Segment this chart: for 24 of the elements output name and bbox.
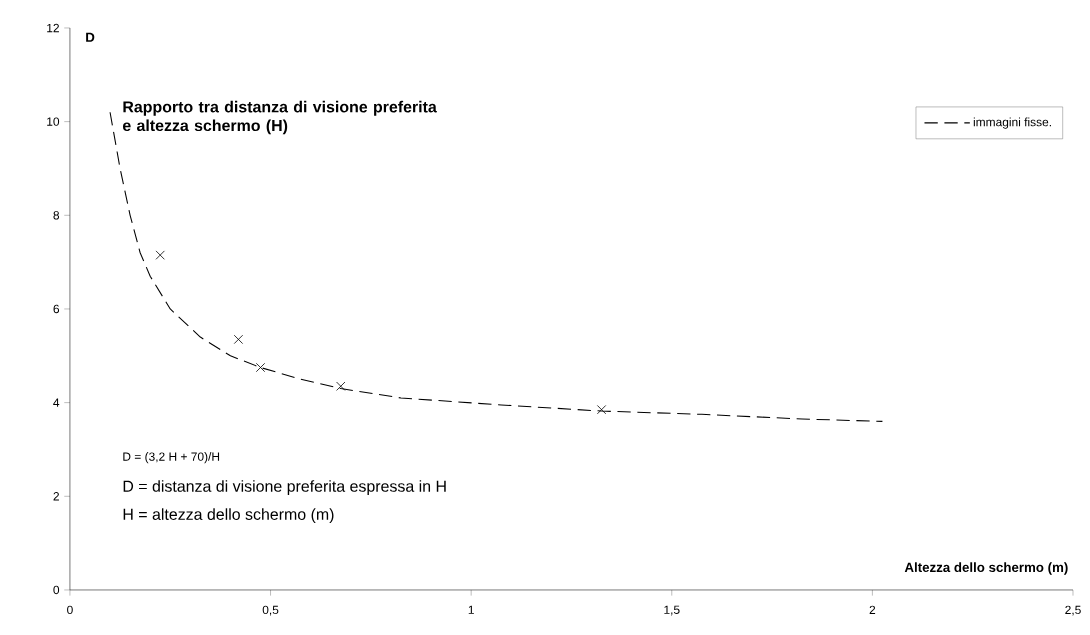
y-tick-label: 6 (53, 304, 60, 314)
y-axis-title: D (86, 32, 95, 42)
y-tick-label: 4 (53, 398, 60, 407)
point (233, 334, 244, 345)
x-tick-label: 2 (869, 605, 876, 615)
y-tick-label: 0 (53, 585, 60, 595)
y-tick-label: 8 (53, 211, 60, 220)
legend-label: immagini fisse. (973, 117, 1051, 129)
y-tick-label: 2 (53, 492, 59, 501)
annotation: H = altezza dello schermo (m) (123, 508, 334, 524)
y-tick-label: 10 (47, 117, 60, 126)
annotation: Rapporto tra distanza di visione preferita e altezza schermo (H) (122, 100, 437, 135)
x-tick-label: 1 (468, 605, 474, 614)
point (155, 250, 165, 260)
annotation: D = (3,2 H + 70)/H (123, 452, 220, 464)
x-tick-label: 2,5 (1065, 605, 1081, 616)
point (596, 405, 607, 415)
x-tick-label: 1,5 (664, 605, 680, 616)
x-axis-title: Altezza dello schermo (m) (904, 562, 1068, 575)
x-tick-label: 0 (67, 605, 73, 615)
annotation: D = distanza di visione preferita espressa in H (123, 480, 446, 496)
x-tick-label: 0,5 (262, 605, 279, 616)
point (336, 381, 346, 391)
y-tick-label: 12 (47, 23, 59, 33)
